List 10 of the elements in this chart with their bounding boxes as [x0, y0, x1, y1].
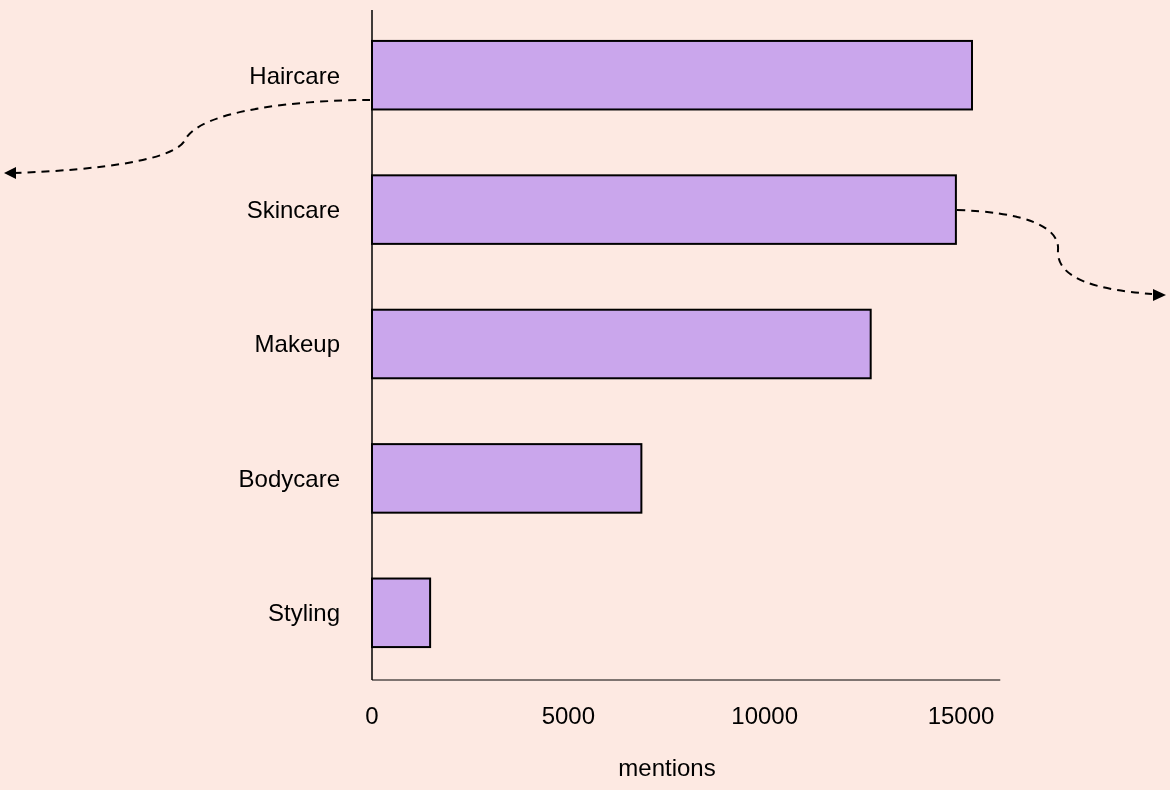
- y-tick-label: Bodycare: [238, 464, 340, 492]
- y-tick-label: Skincare: [246, 196, 340, 223]
- x-tick-label: 15000: [927, 702, 995, 729]
- x-tick-label: 10000: [731, 702, 799, 729]
- x-tick-label: 5000: [541, 702, 596, 729]
- y-tick-label: Makeup: [254, 330, 340, 358]
- y-tick-label: Haircare: [249, 61, 340, 89]
- x-tick-label: 0: [365, 702, 379, 729]
- x-axis-title: mentions: [618, 754, 716, 781]
- y-tick-label: Styling: [267, 599, 340, 627]
